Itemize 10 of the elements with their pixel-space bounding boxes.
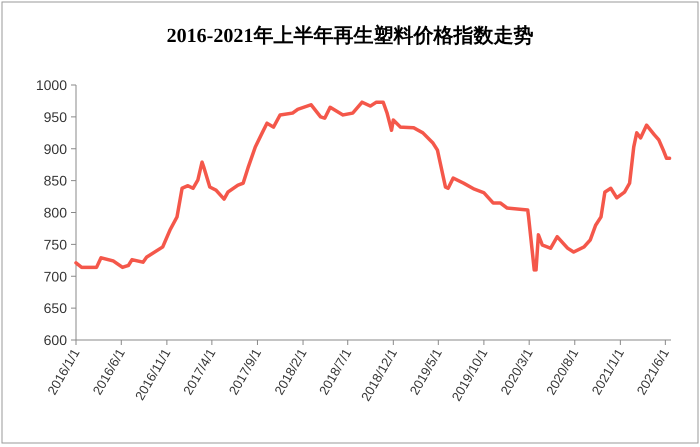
y-tick-label: 900	[44, 140, 68, 157]
y-tick-label: 600	[44, 332, 68, 348]
title: 2016-2021年上半年再生塑料价格指数走势	[166, 25, 534, 47]
y-tick-label: 700	[44, 268, 68, 284]
y-tick-label: 950	[44, 108, 68, 125]
y-tick-label: 800	[44, 204, 68, 220]
y-tick-label: 850	[44, 172, 68, 189]
y-tick-label: 650	[44, 300, 68, 316]
y-tick-label: 1000	[36, 77, 68, 93]
y-tick-label: 750	[44, 236, 68, 252]
